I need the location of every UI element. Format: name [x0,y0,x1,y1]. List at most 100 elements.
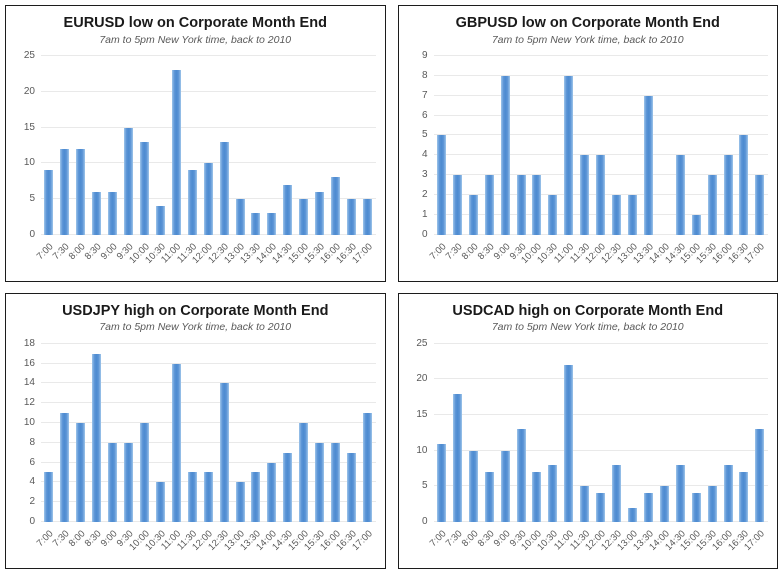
y-tick-label: 0 [29,228,35,240]
bar-slot [137,344,153,522]
bar [612,194,622,235]
bar-slot [264,56,280,235]
y-tick-label: 10 [23,157,35,169]
bar [60,148,70,235]
bar-slot [216,56,232,235]
bar [548,464,558,522]
bar [739,472,749,522]
x-label-slot: 17:00 [742,235,768,279]
y-tick-label: 14 [23,377,35,389]
bar [580,486,590,522]
y-tick-label: 4 [29,476,35,488]
bar [187,472,197,522]
bar [76,422,86,522]
bar [500,450,510,522]
x-axis-labels: 7:00 7:30 8:00 8:30 9:00 9:30 10:00 10:30 11:00 1… [428,522,769,566]
bar [124,442,134,522]
bar-slot [184,344,200,522]
bar-slot [449,344,465,522]
chart-subtitle: 7am to 5pm New York time, back to 2010 [491,321,684,334]
bar-slot [232,56,248,235]
bar-slot [736,344,752,522]
bar-slot [89,56,105,235]
bar [251,213,261,235]
bar [755,175,765,235]
bar [675,464,685,522]
bar-slot [561,56,577,235]
gridline [41,461,376,463]
bar-slot [168,344,184,522]
bar [564,365,574,522]
bar [691,493,701,522]
plot-area: 0 2 4 6 8 10 12 14 16 18 7:00 7:30 8:00 8:30 9:00 9:30 1… [24,338,376,553]
bar [548,194,558,235]
bar [203,472,213,522]
bar-slot [529,56,545,235]
bar [139,141,149,235]
bar-slot [640,56,656,235]
bar [171,70,181,235]
bar [299,422,309,522]
bar-slot [328,344,344,522]
bar [346,198,356,235]
bar-slot [481,56,497,235]
plot-area: 0 5 10 15 20 25 7:00 7:30 8:00 8:30 9:00 9:30 10:00 1… [24,51,376,265]
plot-wrap: 0 5 10 15 20 25 7:00 7:30 8:00 8:30 9:00 9:30 10:00 1… [399,334,778,568]
x-label-slot: 17:00 [350,235,375,279]
bar-slot [736,56,752,235]
bar-slot [200,344,216,522]
chart-panel-eurusd-low: EURUSD low on Corporate Month End 7am to… [5,5,386,282]
bar-slot [232,344,248,522]
bar [723,464,733,522]
bar-slot [344,344,360,522]
chart-title: USDCAD high on Corporate Month End [452,302,724,319]
x-axis-labels: 7:00 7:30 8:00 8:30 9:00 9:30 10:00 10:30 11:00 1… [35,235,376,279]
bar-slot [296,56,312,235]
bar-slot [121,344,137,522]
bar [267,213,277,235]
y-tick-label: 25 [23,50,35,62]
bar-slot [720,344,736,522]
bar [484,175,494,235]
bar-slot [625,56,641,235]
bar-slot [449,56,465,235]
plot-wrap: 0 5 10 15 20 25 7:00 7:30 8:00 8:30 9:00 9:30 10:00 1… [6,46,385,280]
bar [500,76,510,235]
bar [235,198,245,235]
chart-panel-gbpusd-low: GBPUSD low on Corporate Month End 7am to… [397,5,778,282]
gridline [433,55,768,57]
bar-slot [328,56,344,235]
gridline [41,362,376,364]
bar-slot [73,56,89,235]
x-axis-labels: 7:00 7:30 8:00 8:30 9:00 9:30 10:00 10:30 11:00 1… [35,522,376,566]
bar [723,155,733,235]
chart-title: EURUSD low on Corporate Month End [63,15,327,31]
x-axis-labels: 7:00 7:30 8:00 8:30 9:00 9:30 10:00 10:30 11:00 1… [428,235,769,279]
gridline [433,378,768,380]
plot-area: 0 5 10 15 20 25 7:00 7:30 8:00 8:30 9:00 9:30 10:00 1… [416,338,768,553]
bar-slot [625,344,641,522]
bar [44,472,54,522]
gridline [41,90,376,92]
bar [516,175,526,235]
y-tick-label: 10 [23,416,35,428]
bar-slot [280,344,296,522]
gridline [433,94,768,96]
y-tick-label: 15 [416,409,428,421]
bar [219,141,229,235]
bar-slot [497,344,513,522]
bar [44,170,54,235]
bar [643,95,653,235]
bar [739,135,749,235]
y-tick-label: 3 [421,169,428,181]
bar [315,442,325,522]
bar [235,482,245,522]
bar [564,76,574,235]
bar-slot [121,56,137,235]
y-tick-label: 0 [421,516,428,527]
bar-slot [434,344,450,522]
gridline [41,382,376,384]
bar-slot [672,56,688,235]
bar [155,205,165,235]
gridline [433,134,768,136]
